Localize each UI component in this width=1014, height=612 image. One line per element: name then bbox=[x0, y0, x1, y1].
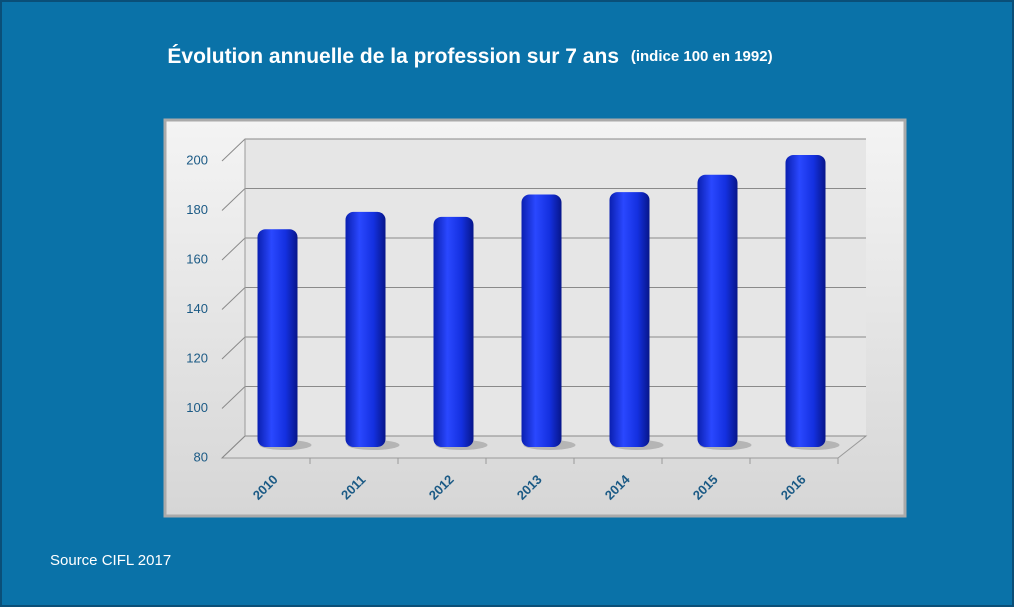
y-tick-label: 180 bbox=[186, 202, 208, 217]
y-tick-label: 120 bbox=[186, 350, 208, 365]
title-sub: (indice 100 en 1992) bbox=[631, 48, 773, 65]
y-tick-label: 160 bbox=[186, 251, 208, 266]
chart-title: Évolution annuelle de la profession sur … bbox=[167, 45, 772, 68]
y-tick-label: 80 bbox=[194, 449, 208, 464]
bar bbox=[257, 229, 298, 447]
bar bbox=[609, 192, 650, 447]
bar bbox=[697, 174, 738, 447]
y-tick-label: 100 bbox=[186, 400, 208, 415]
y-tick-label: 200 bbox=[186, 152, 208, 167]
source: Source CIFL 2017 bbox=[50, 552, 171, 569]
bar bbox=[785, 154, 826, 447]
title-main: Évolution annuelle de la profession sur … bbox=[167, 45, 619, 68]
bar bbox=[521, 194, 562, 447]
bar bbox=[433, 216, 474, 447]
y-tick-label: 140 bbox=[186, 301, 208, 316]
bar bbox=[345, 211, 386, 447]
